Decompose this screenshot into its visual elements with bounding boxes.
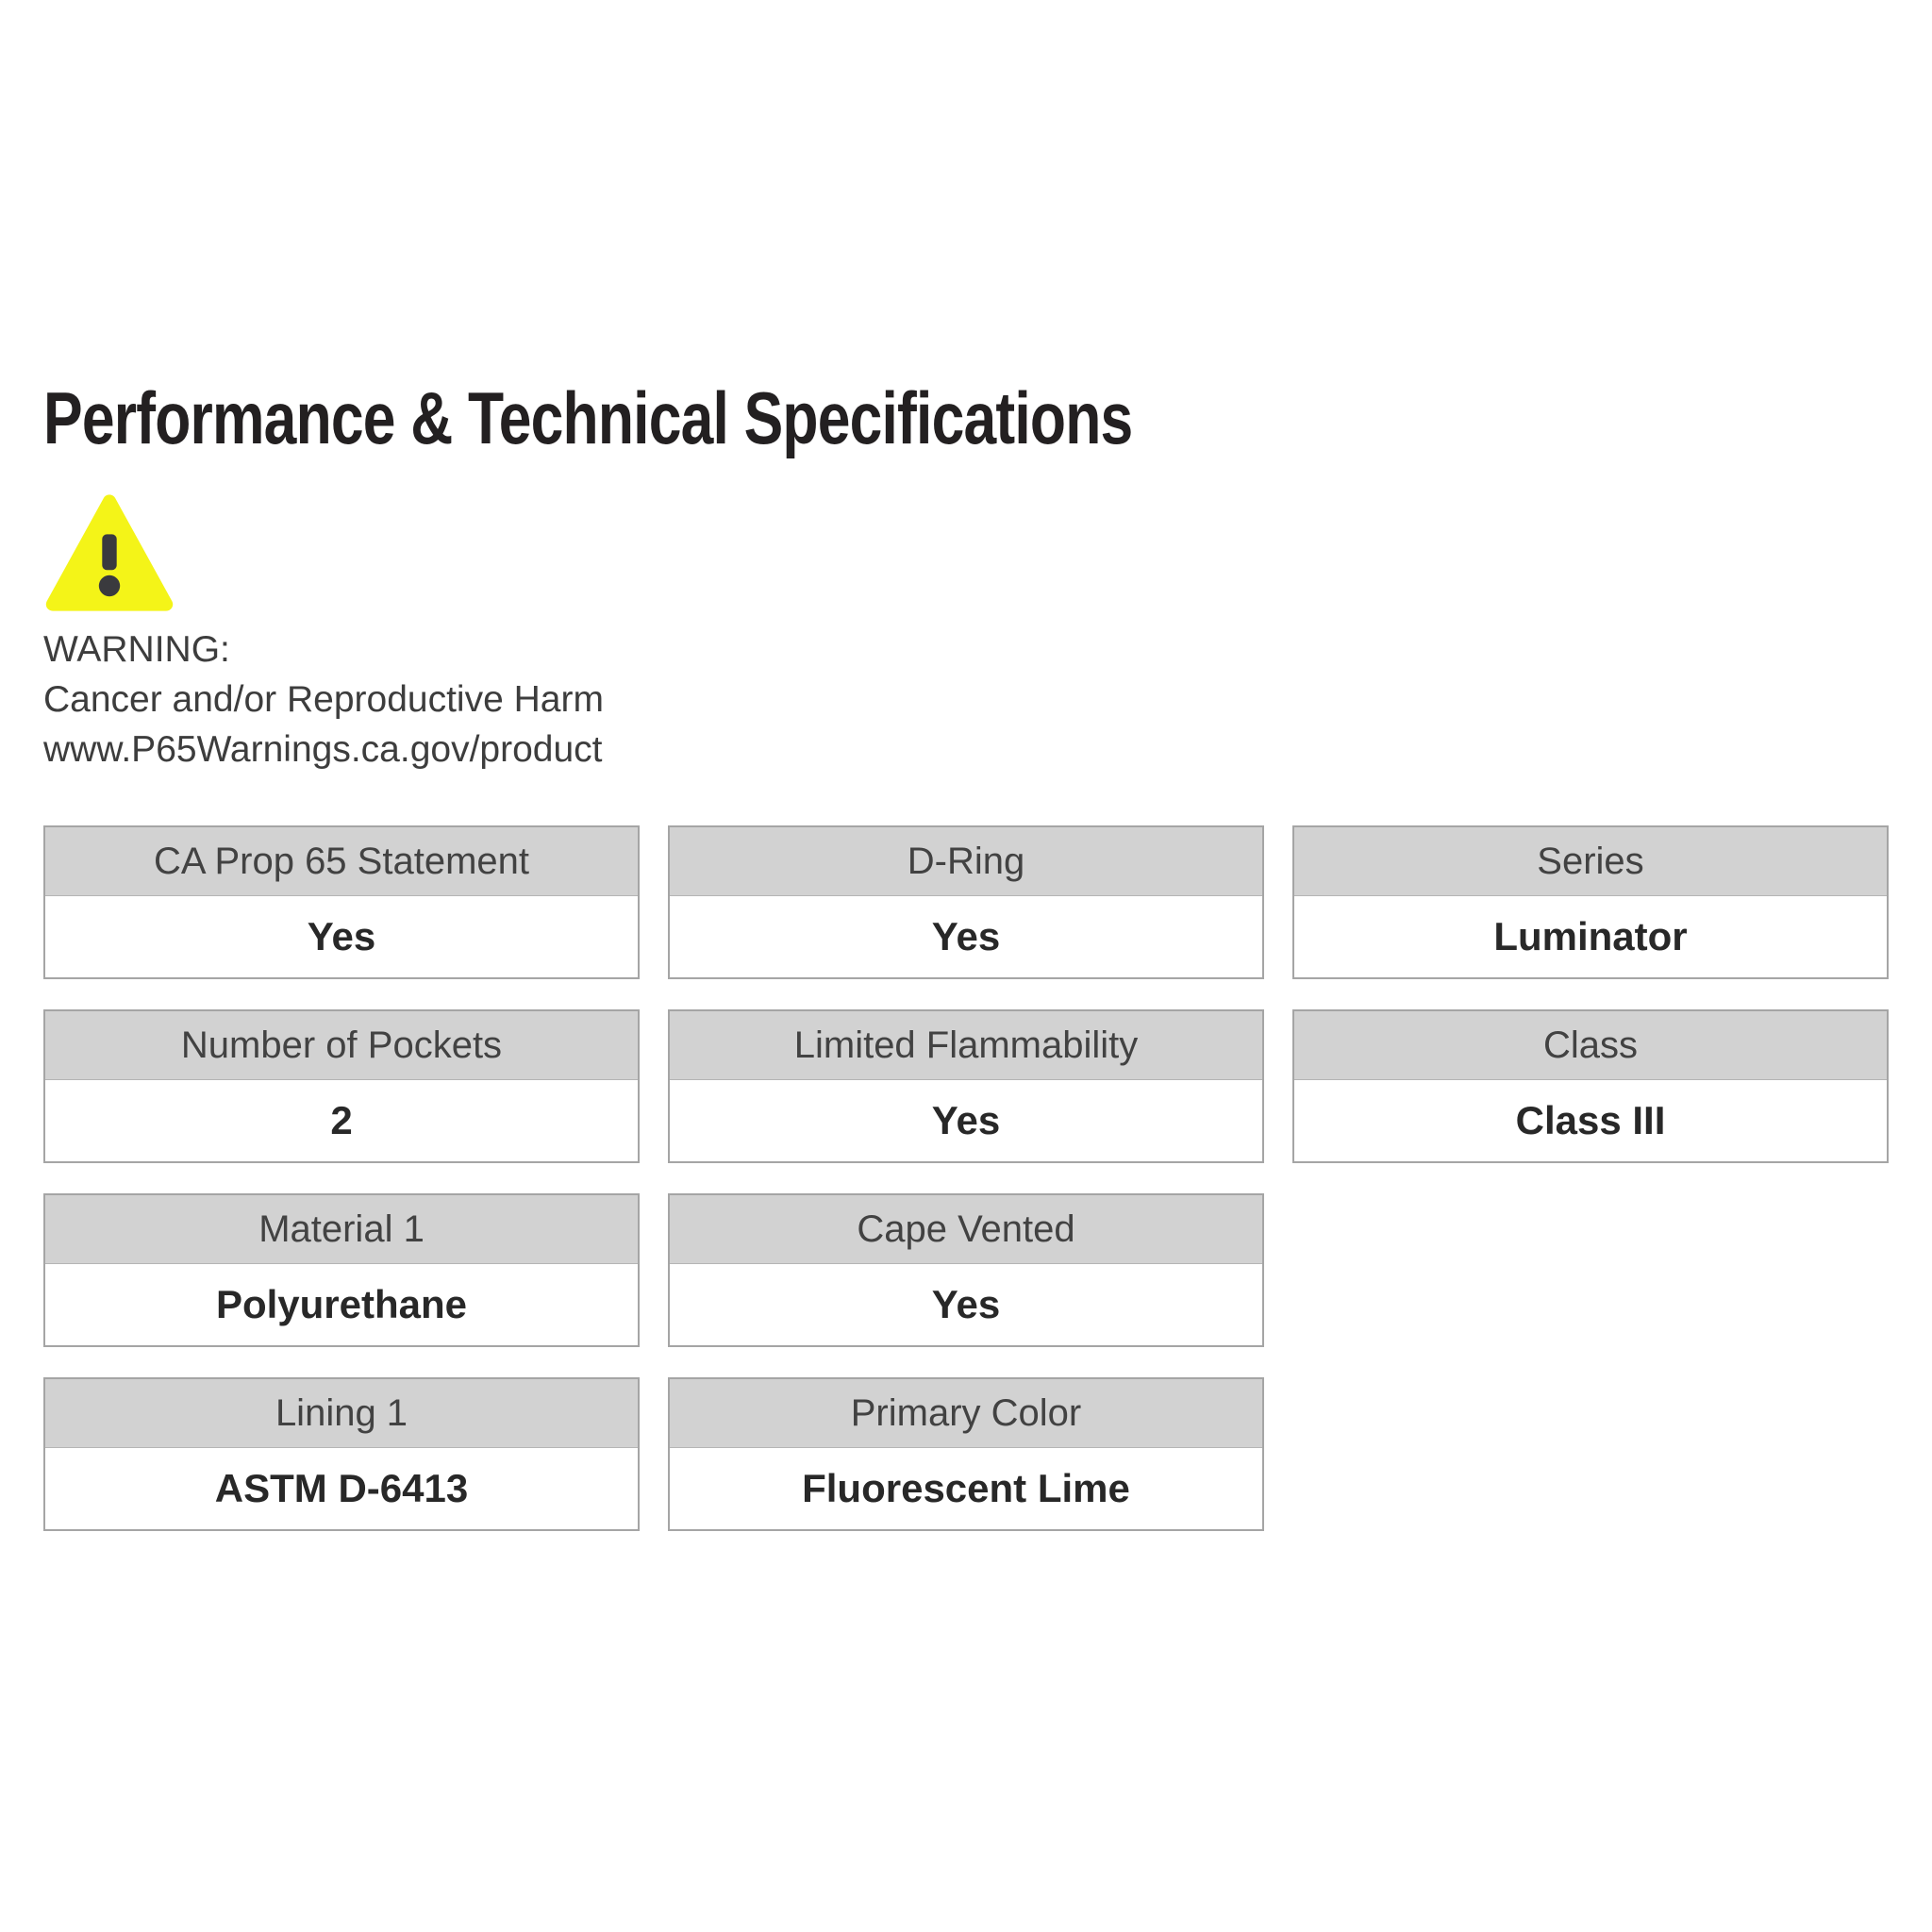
spec-card-lining-1: Lining 1 ASTM D-6413 (43, 1377, 640, 1531)
spec-value: Class III (1515, 1098, 1666, 1142)
spec-label: CA Prop 65 Statement (45, 827, 638, 896)
spec-label: Series (1294, 827, 1887, 896)
spec-label: Limited Flammability (670, 1011, 1262, 1080)
page-title: Performance & Technical Specifications (43, 376, 1133, 459)
spec-label: Primary Color (670, 1379, 1262, 1448)
spec-value: 2 (330, 1098, 353, 1142)
spec-grid: CA Prop 65 Statement Yes D-Ring Yes Seri… (43, 825, 1889, 1531)
spec-card-ca-prop-65-statement: CA Prop 65 Statement Yes (43, 825, 640, 979)
spec-value: Polyurethane (215, 1282, 468, 1326)
spec-card-primary-color: Primary Color Fluorescent Lime (668, 1377, 1264, 1531)
spec-card-cape-vented: Cape Vented Yes (668, 1193, 1264, 1347)
spec-card-d-ring: D-Ring Yes (668, 825, 1264, 979)
warning-url: www.P65Warnings.ca.gov/product (43, 729, 603, 770)
warning-text: WARNING: Cancer and/or Reproductive Harm… (43, 625, 1889, 774)
spec-row-3: Material 1 Polyurethane Cape Vented Yes (43, 1193, 1889, 1347)
spec-card-class: Class Class III (1292, 1009, 1889, 1163)
spec-label: Cape Vented (670, 1195, 1262, 1264)
spec-label: Class (1294, 1011, 1887, 1080)
warning-triangle-icon (45, 494, 174, 611)
spec-value: Yes (307, 914, 376, 958)
spec-label: Lining 1 (45, 1379, 638, 1448)
spec-label: Material 1 (45, 1195, 638, 1264)
spec-value: Fluorescent Lime (802, 1466, 1130, 1510)
spec-row-1: CA Prop 65 Statement Yes D-Ring Yes Seri… (43, 825, 1889, 979)
spec-value: Yes (931, 914, 1001, 958)
prop65-warning-block: WARNING: Cancer and/or Reproductive Harm… (43, 491, 1889, 774)
spec-card-material-1: Material 1 Polyurethane (43, 1193, 640, 1347)
spec-card-number-of-pockets: Number of Pockets 2 (43, 1009, 640, 1163)
spec-row-2: Number of Pockets 2 Limited Flammability… (43, 1009, 1889, 1163)
spec-card-limited-flammability: Limited Flammability Yes (668, 1009, 1264, 1163)
spec-label: D-Ring (670, 827, 1262, 896)
spec-value: Yes (931, 1282, 1001, 1326)
spec-label: Number of Pockets (45, 1011, 638, 1080)
spec-value: ASTM D-6413 (214, 1466, 469, 1510)
warning-harm-line: Cancer and/or Reproductive Harm (43, 679, 604, 720)
spec-page: Performance & Technical Specifications W… (43, 376, 1889, 1531)
spec-card-series: Series Luminator (1292, 825, 1889, 979)
spec-value: Luminator (1493, 914, 1688, 958)
spec-row-4: Lining 1 ASTM D-6413 Primary Color Fluor… (43, 1377, 1889, 1531)
spec-value: Yes (931, 1098, 1001, 1142)
warning-label: WARNING: (43, 629, 230, 670)
